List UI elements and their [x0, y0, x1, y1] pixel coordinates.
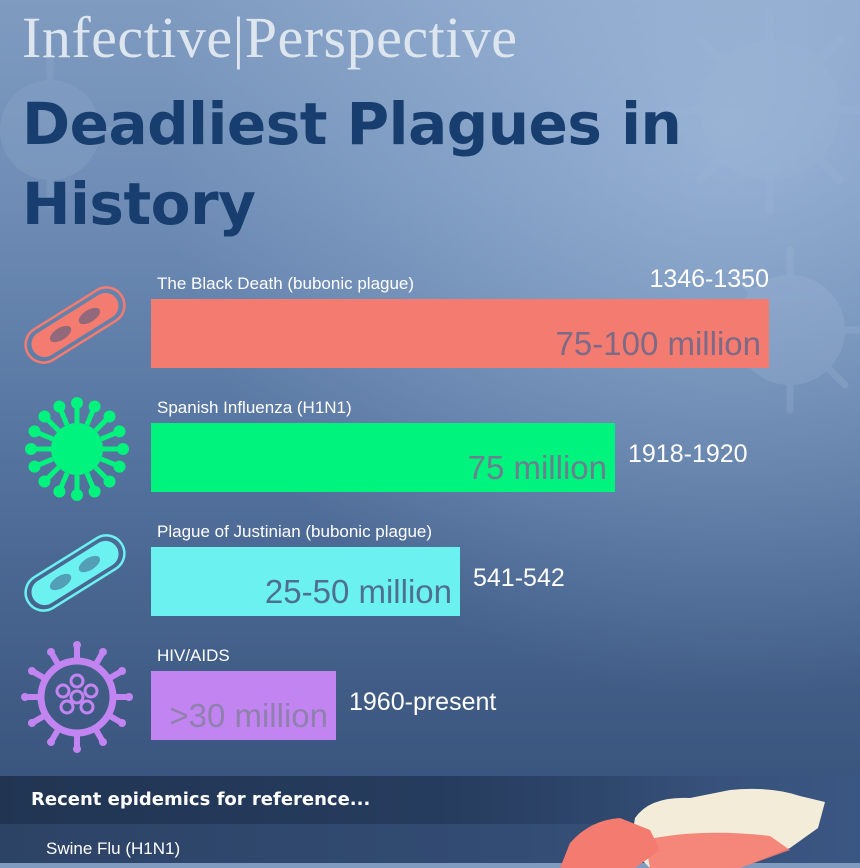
bar-category-label: HIV/AIDS: [157, 646, 230, 665]
bar-value-label: 25-50 million: [264, 573, 452, 610]
bar: [151, 547, 460, 616]
bar-value-label: >30 million: [169, 697, 328, 734]
bar: [151, 423, 615, 492]
bar-category-label: Plague of Justinian (bubonic plague): [157, 522, 433, 541]
virus-icon: [21, 393, 133, 510]
bar-category-label: The Black Death (bubonic plague): [157, 274, 415, 293]
bar-category-label: Spanish Influenza (H1N1): [157, 398, 352, 417]
chart-title: Deadliest Plagues in History: [22, 90, 682, 238]
bar-years-label: 1346-1350: [649, 265, 769, 293]
bar-years-label: 1960-present: [349, 688, 497, 716]
recent-heading-band: [0, 776, 720, 824]
recent-item: Swine Flu (H1N1): [46, 839, 181, 858]
brand-logo: Infective|Perspective: [22, 5, 518, 70]
bacillus-icon: [18, 533, 132, 618]
bar-value-label: 75-100 million: [555, 325, 761, 362]
bar-value-label: 75 million: [467, 449, 607, 486]
bar-years-label: 541-542: [473, 564, 565, 592]
bar: [151, 299, 769, 368]
bacillus-icon: [18, 285, 132, 370]
bar: [151, 671, 336, 740]
world-map-icon: [560, 788, 825, 868]
hiv-virus-icon: [21, 641, 133, 758]
recent-heading: Recent epidemics for reference...: [31, 789, 371, 810]
bar-years-label: 1918-1920: [628, 440, 748, 468]
